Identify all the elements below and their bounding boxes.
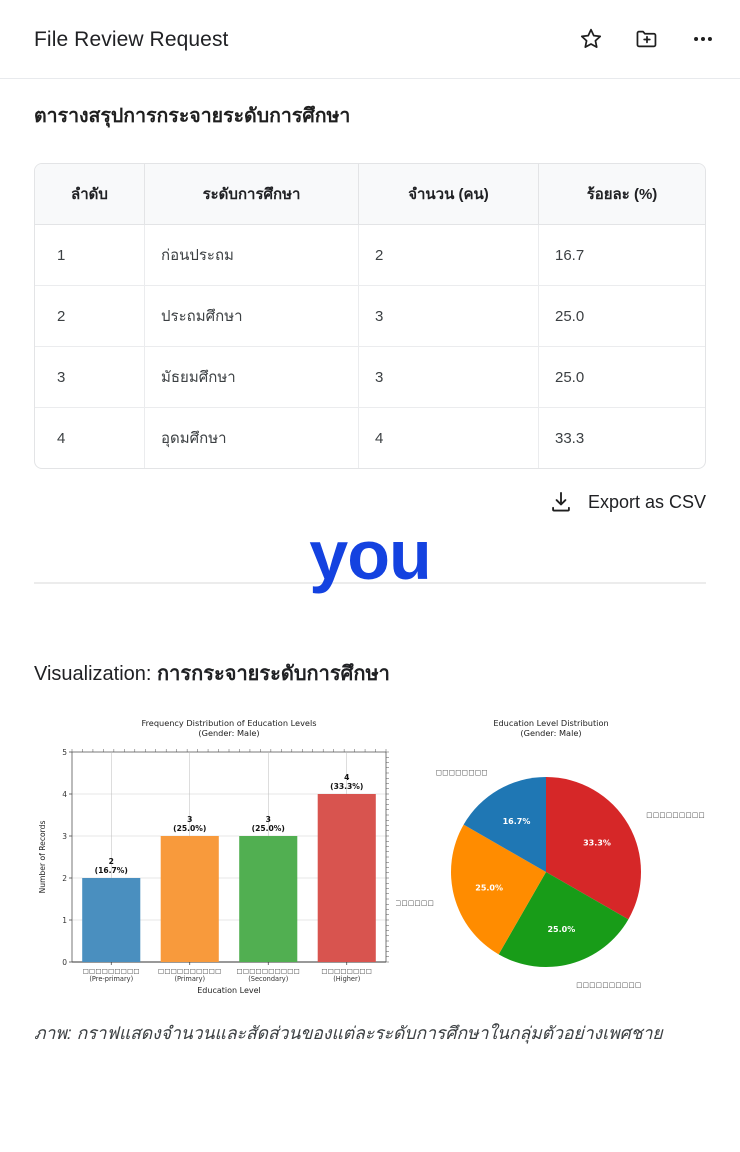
svg-text:2: 2 [62, 874, 67, 883]
cell-level: มัธยมศึกษา [145, 347, 359, 409]
svg-text:□□□□□□□□: □□□□□□□□ [321, 967, 372, 975]
figure-caption: ภาพ: กราฟแสดงจำนวนและสัดส่วนของแต่ละระดั… [34, 1023, 663, 1044]
visualization-heading: Visualization: การกระจายระดับการศึกษา [34, 661, 706, 688]
svg-text:□□□□□□□□□□: □□□□□□□□□□ [576, 981, 641, 989]
svg-text:□□□□□□□□□: □□□□□□□□□ [83, 967, 140, 975]
svg-text:(Pre-primary): (Pre-primary) [89, 975, 133, 983]
cell-no: 3 [35, 347, 145, 409]
svg-text:16.7%: 16.7% [503, 817, 531, 826]
svg-text:□□□□□□□□: □□□□□□□□ [436, 769, 488, 777]
export-row: Export as CSV [34, 489, 706, 515]
charts-container: Frequency Distribution of Education Leve… [34, 710, 706, 1010]
page-title: File Review Request [34, 27, 229, 51]
table-header-row: ลำดับ ระดับการศึกษา จำนวน (คน) ร้อยละ (%… [35, 164, 705, 226]
svg-text:0: 0 [62, 958, 67, 967]
cell-count: 4 [359, 408, 539, 469]
svg-text:Education Level: Education Level [197, 986, 261, 995]
svg-text:Education Level Distribution: Education Level Distribution [493, 718, 608, 728]
cell-percent: 16.7 [539, 225, 705, 287]
cell-no: 4 [35, 408, 145, 469]
svg-text:25.0%: 25.0% [475, 884, 503, 893]
table-row: 1 ก่อนประถม 2 16.7 [35, 225, 705, 287]
table-section-title: ตารางสรุปการกระจายระดับการศึกษา [34, 105, 351, 127]
cell-level: อุดมศึกษา [145, 408, 359, 469]
bar-chart: Frequency Distribution of Education Leve… [34, 710, 396, 1010]
cell-percent: 25.0 [539, 347, 705, 409]
svg-text:(16.7%): (16.7%) [95, 866, 128, 875]
column-header-level: ระดับการศึกษา [145, 164, 359, 226]
svg-text:□□□□□□□□□□: □□□□□□□□□□ [396, 900, 434, 908]
cell-count: 3 [359, 286, 539, 348]
svg-text:Number of Records: Number of Records [38, 821, 47, 894]
export-as-csv-button[interactable]: Export as CSV [548, 489, 706, 515]
svg-text:3: 3 [62, 832, 67, 841]
education-summary-table: ลำดับ ระดับการศึกษา จำนวน (คน) ร้อยละ (%… [34, 163, 706, 470]
table-row: 2 ประถมศึกษา 3 25.0 [35, 286, 705, 348]
visualization-heading-title: การกระจายระดับการศึกษา [157, 663, 390, 686]
svg-text:2: 2 [109, 857, 114, 866]
svg-text:4: 4 [344, 773, 349, 782]
cell-percent: 25.0 [539, 286, 705, 348]
column-header-percent: ร้อยละ (%) [539, 164, 705, 226]
svg-text:□□□□□□□□□: □□□□□□□□□ [646, 811, 705, 819]
svg-text:(Primary): (Primary) [174, 975, 205, 983]
cell-count: 3 [359, 347, 539, 409]
svg-text:Frequency Distribution of Educ: Frequency Distribution of Education Leve… [141, 718, 316, 728]
svg-text:(25.0%): (25.0%) [173, 824, 206, 833]
cell-level: ประถมศึกษา [145, 286, 359, 348]
svg-text:□□□□□□□□□□: □□□□□□□□□□ [237, 967, 300, 975]
svg-text:1: 1 [62, 916, 67, 925]
more-options-icon[interactable] [688, 24, 718, 54]
section-divider [34, 582, 706, 585]
svg-text:(Gender: Male): (Gender: Male) [520, 728, 581, 738]
content-area: ตารางสรุปการกระจายระดับการศึกษา ลำดับ ระ… [0, 103, 740, 1047]
overlay-text: you [309, 516, 431, 595]
table-row: 4 อุดมศึกษา 4 33.3 [35, 408, 705, 469]
cell-no: 2 [35, 286, 145, 348]
app-bar-actions [576, 24, 718, 54]
svg-text:5: 5 [62, 748, 67, 757]
svg-text:33.3%: 33.3% [583, 839, 611, 848]
pie-chart-svg: Education Level Distribution(Gender: Mal… [369, 718, 705, 989]
summary-table-wrapper: ลำดับ ระดับการศึกษา จำนวน (คน) ร้อยละ (%… [34, 163, 706, 470]
pie-chart: Education Level Distribution (Gender: Mal… [369, 710, 706, 1010]
app-bar: File Review Request [0, 0, 740, 79]
visualization-heading-prefix: Visualization: [34, 663, 158, 686]
svg-text:(Higher): (Higher) [333, 975, 360, 983]
bar-chart-svg: Frequency Distribution of Education Leve… [38, 718, 389, 995]
cell-level: ก่อนประถม [145, 225, 359, 287]
svg-text:□□□□□□□□□□: □□□□□□□□□□ [158, 967, 221, 975]
svg-text:3: 3 [187, 815, 192, 824]
svg-text:4: 4 [62, 790, 67, 799]
cell-no: 1 [35, 225, 145, 287]
export-as-csv-label: Export as CSV [587, 491, 706, 512]
svg-text:(25.0%): (25.0%) [252, 824, 285, 833]
svg-text:25.0%: 25.0% [547, 925, 575, 934]
star-icon[interactable] [576, 24, 606, 54]
column-header-count: จำนวน (คน) [359, 164, 539, 226]
overlay-block: you [34, 516, 706, 607]
download-icon [548, 489, 574, 515]
svg-text:(33.3%): (33.3%) [330, 782, 363, 791]
svg-text:(Secondary): (Secondary) [248, 975, 288, 983]
table-row: 3 มัธยมศึกษา 3 25.0 [35, 347, 705, 409]
add-to-folder-icon[interactable] [632, 24, 662, 54]
cell-percent: 33.3 [555, 429, 585, 447]
svg-text:3: 3 [266, 815, 271, 824]
svg-text:(Gender: Male): (Gender: Male) [198, 728, 259, 738]
cell-count: 2 [359, 225, 539, 287]
column-header-no: ลำดับ [35, 164, 145, 226]
